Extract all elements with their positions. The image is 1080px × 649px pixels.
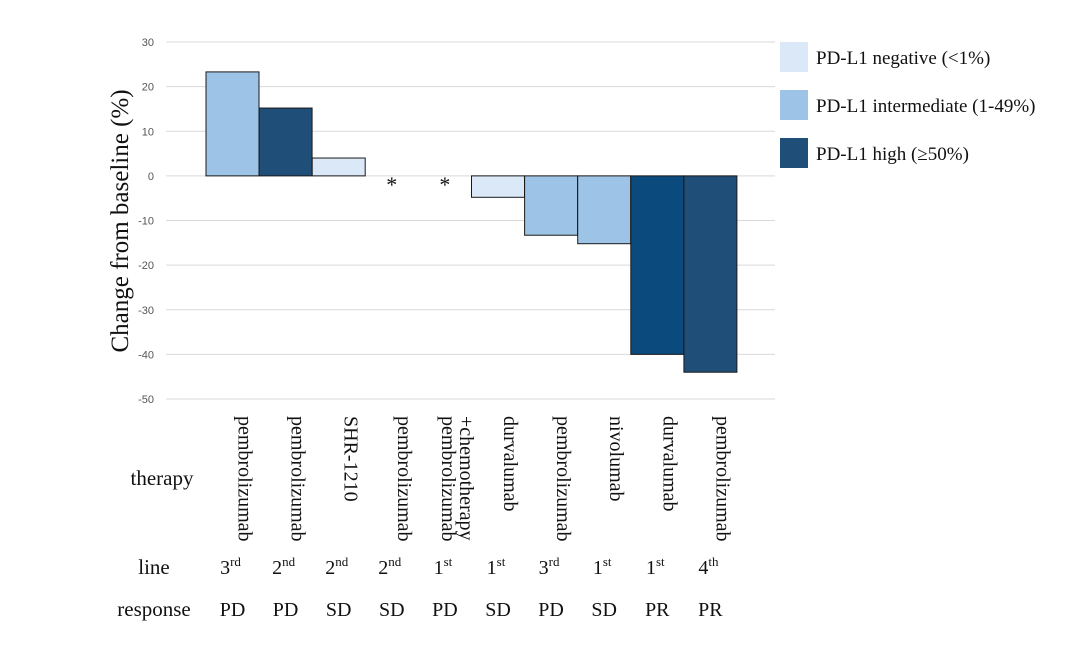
line-number: 2 (325, 557, 335, 579)
y-tick-label: 30 (142, 37, 154, 49)
line-label: 1st (646, 554, 665, 579)
y-axis-label: Change from baseline (%) (107, 89, 134, 352)
response-label: PR (698, 599, 723, 621)
y-tick-label: -40 (138, 349, 154, 361)
y-tick-label: 10 (142, 126, 154, 138)
bar (630, 175, 685, 355)
legend-swatch-high (780, 138, 808, 168)
line-ordinal-suffix: nd (335, 554, 349, 569)
line-number: 1 (487, 557, 497, 579)
response-label: PD (538, 599, 564, 621)
bar (577, 175, 632, 245)
response-label: PD (273, 599, 299, 621)
bars (205, 71, 738, 373)
row-labels: therapy line response (117, 466, 194, 621)
therapy-label: pembrolizumab (287, 416, 309, 542)
line-label: 2nd (325, 554, 349, 579)
bar (205, 71, 260, 177)
therapy-label: pembrolizumab (711, 416, 733, 542)
line-ordinal-suffix: th (708, 554, 719, 569)
line-ordinal-suffix: nd (388, 554, 402, 569)
y-tick-label: 20 (142, 82, 154, 94)
line-number: 2 (272, 557, 282, 579)
therapy-label: nivolumab (605, 416, 627, 502)
line-ordinal-suffix: st (656, 554, 665, 569)
y-axis-ticks: 30 20 10 0 -10 -20 -30 -40 -50 (138, 37, 154, 406)
category-labels: pembrolizumab3rdPDpembrolizumab2ndPDSHR-… (220, 416, 734, 621)
line-label: 2nd (378, 554, 402, 579)
y-tick-label: -10 (138, 216, 154, 228)
response-label: PR (645, 599, 670, 621)
response-label: SD (591, 599, 617, 621)
line-label: 4th (698, 554, 719, 579)
line-ordinal-suffix: st (497, 554, 506, 569)
therapy-label: pembrolizumab (437, 416, 459, 542)
line-number: 1 (434, 557, 444, 579)
line-number: 1 (646, 557, 656, 579)
therapy-label: +chemotherapy (455, 416, 477, 541)
missing-data-marker: * (439, 172, 450, 197)
line-number: 3 (220, 557, 230, 579)
line-number: 3 (539, 557, 549, 579)
legend: PD-L1 negative (<1%) PD-L1 intermediate (… (780, 42, 1035, 168)
therapy-label: pembrolizumab (234, 416, 256, 542)
response-label: PD (220, 599, 246, 621)
missing-markers: * * (386, 172, 450, 197)
bar (471, 175, 525, 198)
bar (524, 175, 579, 236)
response-label: SD (485, 599, 511, 621)
line-number: 4 (698, 557, 708, 579)
bar (311, 157, 366, 177)
line-row-label: line (138, 555, 170, 579)
therapy-label: SHR-1210 (340, 416, 362, 502)
line-label: 3rd (220, 554, 241, 579)
legend-label-high: PD-L1 high (≥50%) (816, 144, 969, 165)
y-tick-label: 0 (148, 171, 154, 183)
response-label: PD (432, 599, 458, 621)
legend-label-negative: PD-L1 negative (<1%) (816, 48, 990, 69)
response-label: SD (326, 599, 352, 621)
bar (683, 175, 738, 373)
bar (258, 107, 313, 177)
response-label: SD (379, 599, 405, 621)
y-tick-label: -50 (138, 394, 154, 406)
line-ordinal-suffix: st (444, 554, 453, 569)
line-ordinal-suffix: nd (282, 554, 296, 569)
line-label: 1st (434, 554, 453, 579)
therapy-label: pembrolizumab (552, 416, 574, 542)
therapy-label: pembrolizumab (393, 416, 415, 542)
line-ordinal-suffix: rd (230, 554, 241, 569)
line-ordinal-suffix: st (603, 554, 612, 569)
line-label: 1st (487, 554, 506, 579)
line-label: 1st (593, 554, 612, 579)
legend-swatch-intermediate (780, 90, 808, 120)
missing-data-marker: * (386, 172, 397, 197)
legend-label-intermediate: PD-L1 intermediate (1-49%) (816, 96, 1035, 117)
therapy-row-label: therapy (131, 466, 194, 490)
response-row-label: response (117, 597, 190, 621)
y-tick-label: -30 (138, 305, 154, 317)
therapy-label: durvalumab (658, 416, 680, 512)
line-number: 1 (593, 557, 603, 579)
therapy-label: durvalumab (499, 416, 521, 512)
line-ordinal-suffix: rd (549, 554, 560, 569)
line-number: 2 (378, 557, 388, 579)
line-label: 2nd (272, 554, 296, 579)
legend-swatch-negative (780, 42, 808, 72)
y-tick-label: -20 (138, 260, 154, 272)
line-label: 3rd (539, 554, 560, 579)
